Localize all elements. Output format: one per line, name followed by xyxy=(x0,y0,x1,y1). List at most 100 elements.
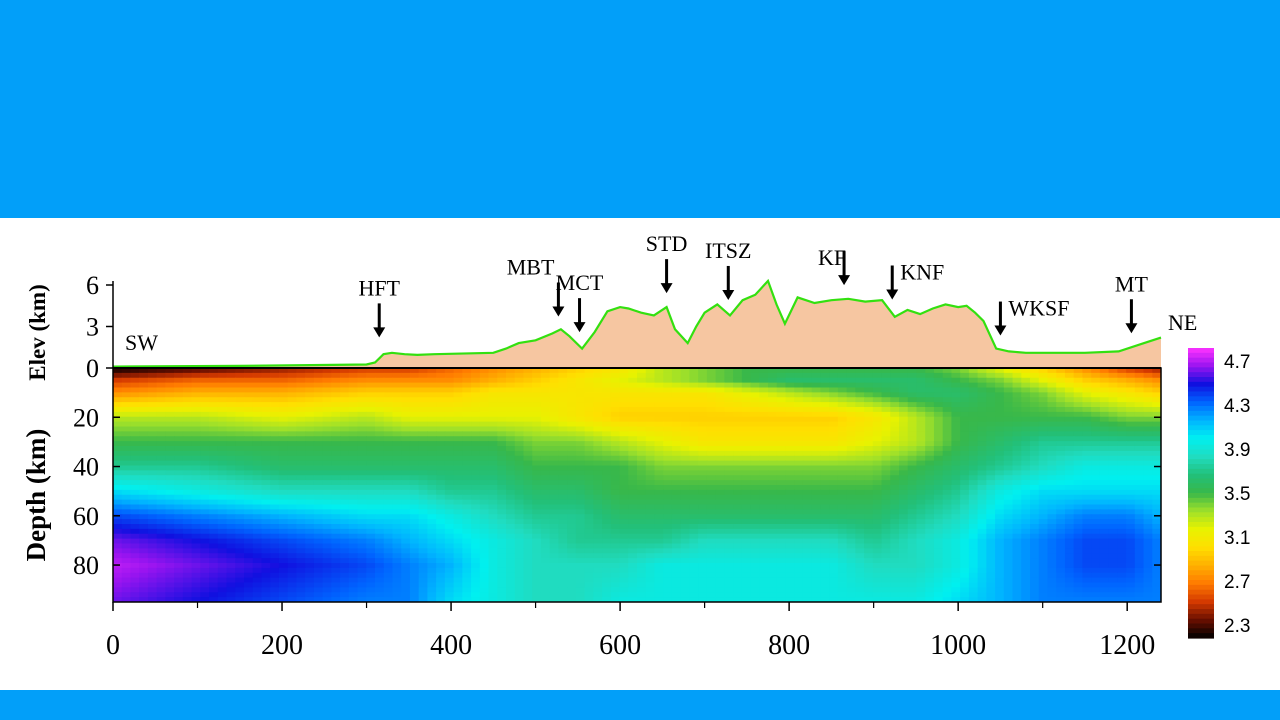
heatmap-cell xyxy=(829,436,839,442)
heatmap-cell xyxy=(270,563,280,569)
heatmap-cell xyxy=(436,548,446,554)
heatmap-cell xyxy=(1126,509,1136,515)
heatmap-cell xyxy=(287,558,297,564)
heatmap-cell xyxy=(287,392,297,398)
heatmap-cell xyxy=(331,519,341,525)
heatmap-cell xyxy=(506,524,516,530)
heatmap-cell xyxy=(1073,446,1083,452)
heatmap-cell xyxy=(933,402,944,408)
heatmap-cell xyxy=(331,524,341,530)
heatmap-cell xyxy=(409,372,420,379)
heatmap-cell xyxy=(698,528,708,535)
heatmap-cell xyxy=(488,455,498,462)
heatmap-cell xyxy=(872,533,883,540)
heatmap-cell xyxy=(348,402,359,408)
heatmap-cell xyxy=(715,567,725,574)
heatmap-cell xyxy=(951,504,961,510)
heatmap-cell xyxy=(444,460,455,467)
heatmap-cell xyxy=(165,431,175,437)
heatmap-cell xyxy=(540,538,551,545)
heatmap-cell xyxy=(514,450,525,457)
heatmap-cell xyxy=(750,475,760,481)
heatmap-cell xyxy=(392,387,402,393)
heatmap-cell xyxy=(182,402,193,408)
heatmap-cell xyxy=(977,504,987,510)
heatmap-cell xyxy=(1021,485,1031,491)
heatmap-cell xyxy=(933,524,944,530)
heatmap-cell xyxy=(322,450,332,457)
heatmap-cell xyxy=(1143,528,1153,535)
heatmap-cell xyxy=(357,450,367,457)
heatmap-cell xyxy=(637,441,647,447)
heatmap-cell xyxy=(741,372,752,379)
heatmap-cell xyxy=(392,407,402,413)
heatmap-cell xyxy=(567,524,577,530)
heatmap-cell xyxy=(392,480,402,486)
heatmap-cell xyxy=(1030,416,1040,423)
heatmap-cell xyxy=(453,411,463,418)
heatmap-cell xyxy=(864,538,874,545)
heatmap-cell xyxy=(837,480,848,486)
heatmap-cell xyxy=(925,460,935,467)
heatmap-cell xyxy=(401,426,411,432)
heatmap-cell xyxy=(113,480,123,486)
heatmap-cell xyxy=(191,460,201,467)
heatmap-cell xyxy=(1030,548,1040,554)
heatmap-cell xyxy=(628,436,638,442)
heatmap-cell xyxy=(872,382,883,389)
heatmap-cell xyxy=(610,372,621,379)
heatmap-cell xyxy=(724,436,734,442)
heatmap-cell xyxy=(1099,377,1110,384)
heatmap-cell xyxy=(785,446,795,452)
heatmap-cell xyxy=(663,475,673,481)
heatmap-cell xyxy=(305,548,315,554)
heatmap-cell xyxy=(1021,407,1031,413)
heatmap-cell xyxy=(1021,494,1031,501)
heatmap-cell xyxy=(191,421,201,428)
heatmap-cell xyxy=(497,411,507,418)
heatmap-cell xyxy=(1003,460,1014,467)
heatmap-cell xyxy=(1082,392,1092,398)
heatmap-cell xyxy=(479,558,490,564)
heatmap-cell xyxy=(182,372,193,379)
heatmap-cell xyxy=(191,416,201,423)
heatmap-cell xyxy=(1064,494,1075,501)
heatmap-cell xyxy=(951,426,961,432)
heatmap-cell xyxy=(121,553,132,559)
heatmap-cell xyxy=(549,436,559,442)
heatmap-cell xyxy=(960,382,970,389)
heatmap-cell xyxy=(872,543,883,549)
heatmap-cell xyxy=(1064,397,1075,403)
heatmap-cell xyxy=(986,470,996,476)
heatmap-cell xyxy=(1082,450,1092,457)
heatmap-cell xyxy=(427,485,437,491)
heatmap-cell xyxy=(1021,377,1031,384)
heatmap-cell xyxy=(296,524,306,530)
heatmap-cell xyxy=(776,485,787,491)
heatmap-cell xyxy=(261,558,271,564)
heatmap-cell xyxy=(558,407,568,413)
heatmap-cell xyxy=(165,407,175,413)
heatmap-cell xyxy=(899,411,909,418)
heatmap-cell xyxy=(1038,372,1049,379)
heatmap-cell xyxy=(1091,558,1101,564)
heatmap-cell xyxy=(1152,460,1161,467)
heatmap-cell xyxy=(261,494,271,501)
heatmap-cell xyxy=(1064,519,1075,525)
heatmap-cell xyxy=(645,455,656,462)
heatmap-cell xyxy=(951,377,961,384)
heatmap-cell xyxy=(820,504,830,510)
heatmap-cell xyxy=(252,563,263,569)
heatmap-cell xyxy=(628,567,638,574)
heatmap-cell xyxy=(156,485,166,491)
heatmap-cell xyxy=(593,441,603,447)
heatmap-cell xyxy=(671,494,682,501)
heatmap-cell xyxy=(514,563,525,569)
heatmap-cell xyxy=(925,455,935,462)
heatmap-cell xyxy=(348,450,359,457)
heatmap-cell xyxy=(1143,494,1153,501)
heatmap-cell xyxy=(226,436,236,442)
heatmap-cell xyxy=(951,416,961,423)
heatmap-cell xyxy=(741,450,752,457)
heatmap-cell xyxy=(366,426,376,432)
